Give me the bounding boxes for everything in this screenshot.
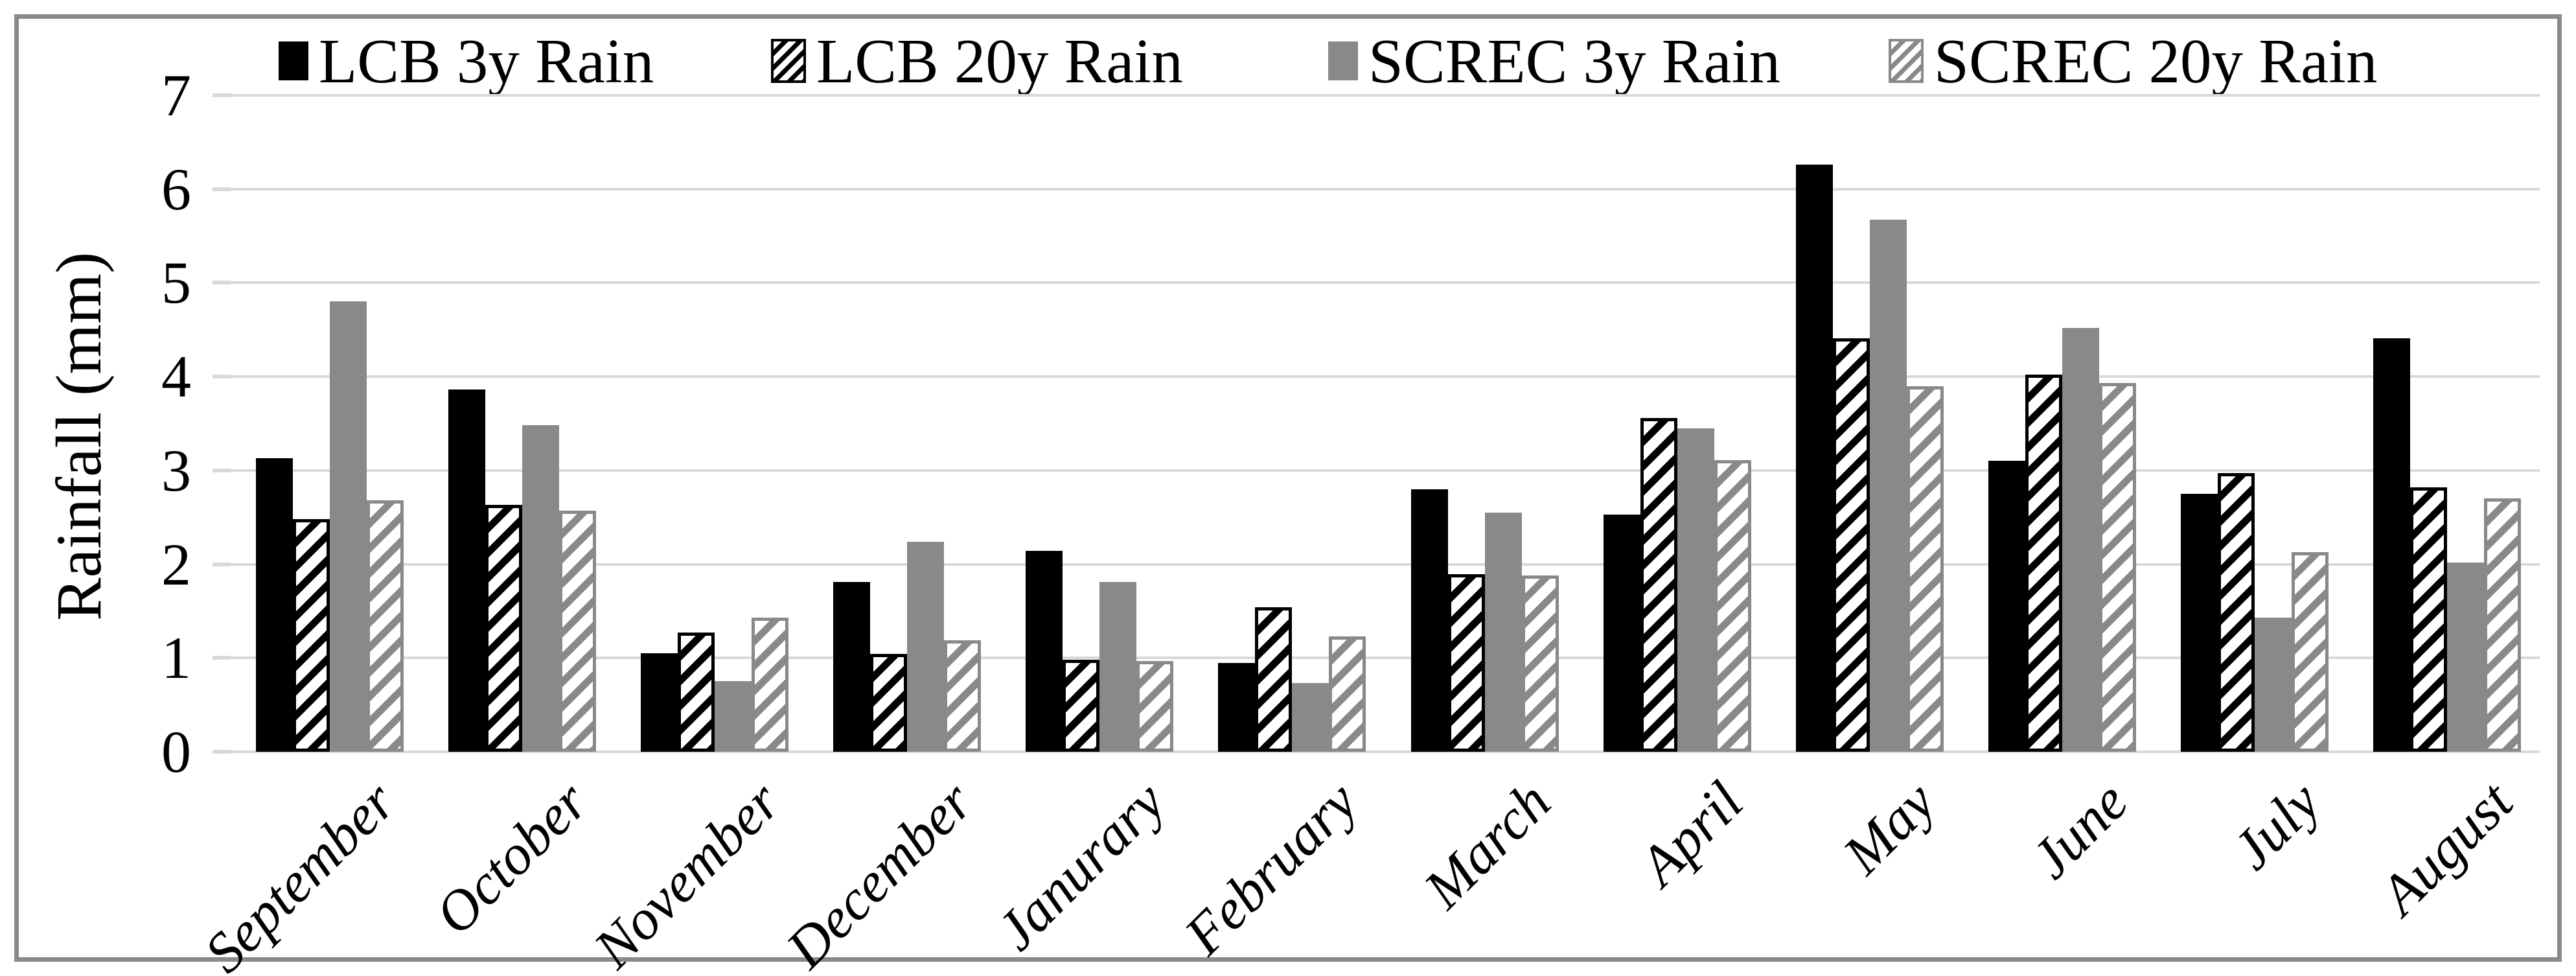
gridline-y1 xyxy=(230,656,2540,660)
bar-lcb20-december xyxy=(870,654,908,752)
bar-screc3-november xyxy=(715,681,752,752)
bar-lcb3-janurary xyxy=(1026,551,1063,752)
legend-item-screc20: SCREC 20y Rain xyxy=(1889,23,2378,99)
bar-lcb3-june xyxy=(1988,461,2025,752)
bar-lcb20-march xyxy=(1447,574,1485,752)
bar-screc3-august xyxy=(2446,562,2484,752)
legend-label: LCB 3y Rain xyxy=(319,26,654,96)
bar-screc3-janurary xyxy=(1099,582,1137,752)
bar-screc3-march xyxy=(1484,512,1522,752)
legend-label: SCREC 3y Rain xyxy=(1368,26,1780,96)
bar-screc20-may xyxy=(1906,386,1944,752)
bar-lcb20-janurary xyxy=(1063,660,1100,752)
bar-lcb3-december xyxy=(833,582,871,752)
legend-item-lcb20: LCB 20y Rain xyxy=(771,23,1183,99)
y-tick-label: 7 xyxy=(161,62,191,128)
bar-screc3-december xyxy=(907,541,945,752)
gridline-y4 xyxy=(230,375,2540,378)
legend-label: SCREC 20y Rain xyxy=(1934,26,2378,96)
bar-lcb20-april xyxy=(1640,417,1677,752)
legend-label: LCB 20y Rain xyxy=(816,26,1183,96)
bar-screc20-december xyxy=(944,640,982,752)
bar-lcb20-may xyxy=(1832,338,1870,752)
bar-lcb3-july xyxy=(2180,494,2218,752)
gridline-y3 xyxy=(230,469,2540,472)
bar-screc3-july xyxy=(2254,618,2292,752)
gridline-y7 xyxy=(230,94,2540,97)
y-tick-mark xyxy=(213,656,231,660)
bar-screc3-june xyxy=(2062,327,2099,752)
legend-swatch-screc3 xyxy=(1328,41,1358,80)
bar-lcb3-may xyxy=(1795,165,1833,752)
bar-screc20-april xyxy=(1714,459,1751,752)
bar-lcb20-july xyxy=(2217,473,2255,752)
bar-screc3-september xyxy=(330,301,367,752)
bar-screc20-janurary xyxy=(1136,660,1174,752)
bar-screc20-march xyxy=(1521,575,1559,752)
bar-screc20-june xyxy=(2099,383,2136,752)
bar-lcb3-april xyxy=(1603,514,1640,752)
bar-lcb20-august xyxy=(2409,487,2447,752)
y-tick-label: 4 xyxy=(161,343,191,410)
bar-screc3-october xyxy=(522,425,560,752)
bar-screc20-february xyxy=(1329,636,1366,752)
y-tick-mark xyxy=(213,187,231,191)
legend-swatch-lcb3 xyxy=(279,41,308,80)
bar-screc3-april xyxy=(1677,428,1714,752)
bar-screc3-february xyxy=(1292,683,1329,752)
y-tick-label: 2 xyxy=(161,531,191,598)
gridline-y0 xyxy=(230,750,2540,753)
gridline-y2 xyxy=(230,563,2540,566)
bar-screc20-august xyxy=(2483,498,2521,752)
bar-screc20-july xyxy=(2291,552,2329,752)
bar-lcb20-february xyxy=(1255,607,1293,752)
y-tick-label: 1 xyxy=(161,625,191,691)
bar-lcb3-november xyxy=(641,653,678,752)
bar-screc20-november xyxy=(752,618,789,752)
y-tick-label: 0 xyxy=(161,719,191,785)
bar-lcb3-september xyxy=(256,458,293,752)
y-tick-mark xyxy=(213,468,231,472)
bar-lcb20-september xyxy=(293,519,330,752)
y-tick-mark xyxy=(213,375,231,379)
y-tick-label: 5 xyxy=(161,250,191,316)
bar-lcb3-february xyxy=(1218,662,1256,752)
bar-lcb3-october xyxy=(448,389,486,752)
y-tick-mark xyxy=(213,750,231,754)
y-tick-mark xyxy=(213,93,231,97)
legend-swatch-lcb20 xyxy=(771,39,806,83)
figure-border xyxy=(14,14,2562,962)
gridline-y5 xyxy=(230,281,2540,285)
gridline-y6 xyxy=(230,187,2540,191)
y-tick-label: 3 xyxy=(161,437,191,504)
bar-screc20-september xyxy=(367,500,404,752)
bar-screc20-october xyxy=(559,511,597,752)
legend-swatch-screc20 xyxy=(1889,39,1924,83)
bar-screc3-may xyxy=(1869,220,1907,752)
y-tick-mark xyxy=(213,562,231,566)
legend-item-screc3: SCREC 3y Rain xyxy=(1328,23,1780,99)
bar-lcb20-november xyxy=(678,633,715,752)
bar-lcb3-august xyxy=(2373,338,2410,752)
bar-lcb20-june xyxy=(2025,375,2062,752)
bar-lcb3-march xyxy=(1410,489,1448,752)
legend-item-lcb3: LCB 3y Rain xyxy=(279,23,654,99)
bar-lcb20-october xyxy=(485,505,523,752)
y-tick-mark xyxy=(213,281,231,285)
y-tick-label: 6 xyxy=(161,156,191,222)
